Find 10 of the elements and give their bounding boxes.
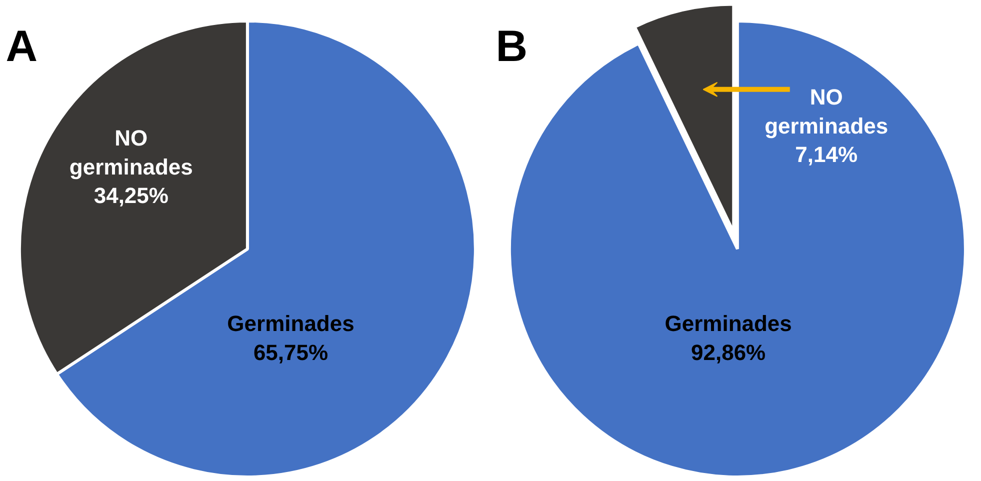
chart-title: A <box>6 22 38 72</box>
data-label: 7,14% <box>795 142 858 168</box>
slice-label: Germinades <box>664 311 792 336</box>
chart-title: B <box>496 22 528 72</box>
data-label: 92,86% <box>691 340 766 365</box>
data-label: 65,75% <box>253 340 328 365</box>
slice-label: Germinades <box>227 311 354 336</box>
slice-label: NO germinades <box>764 84 888 138</box>
slice-label: NO germinades <box>69 126 193 180</box>
data-label: 34,25% <box>94 183 168 208</box>
